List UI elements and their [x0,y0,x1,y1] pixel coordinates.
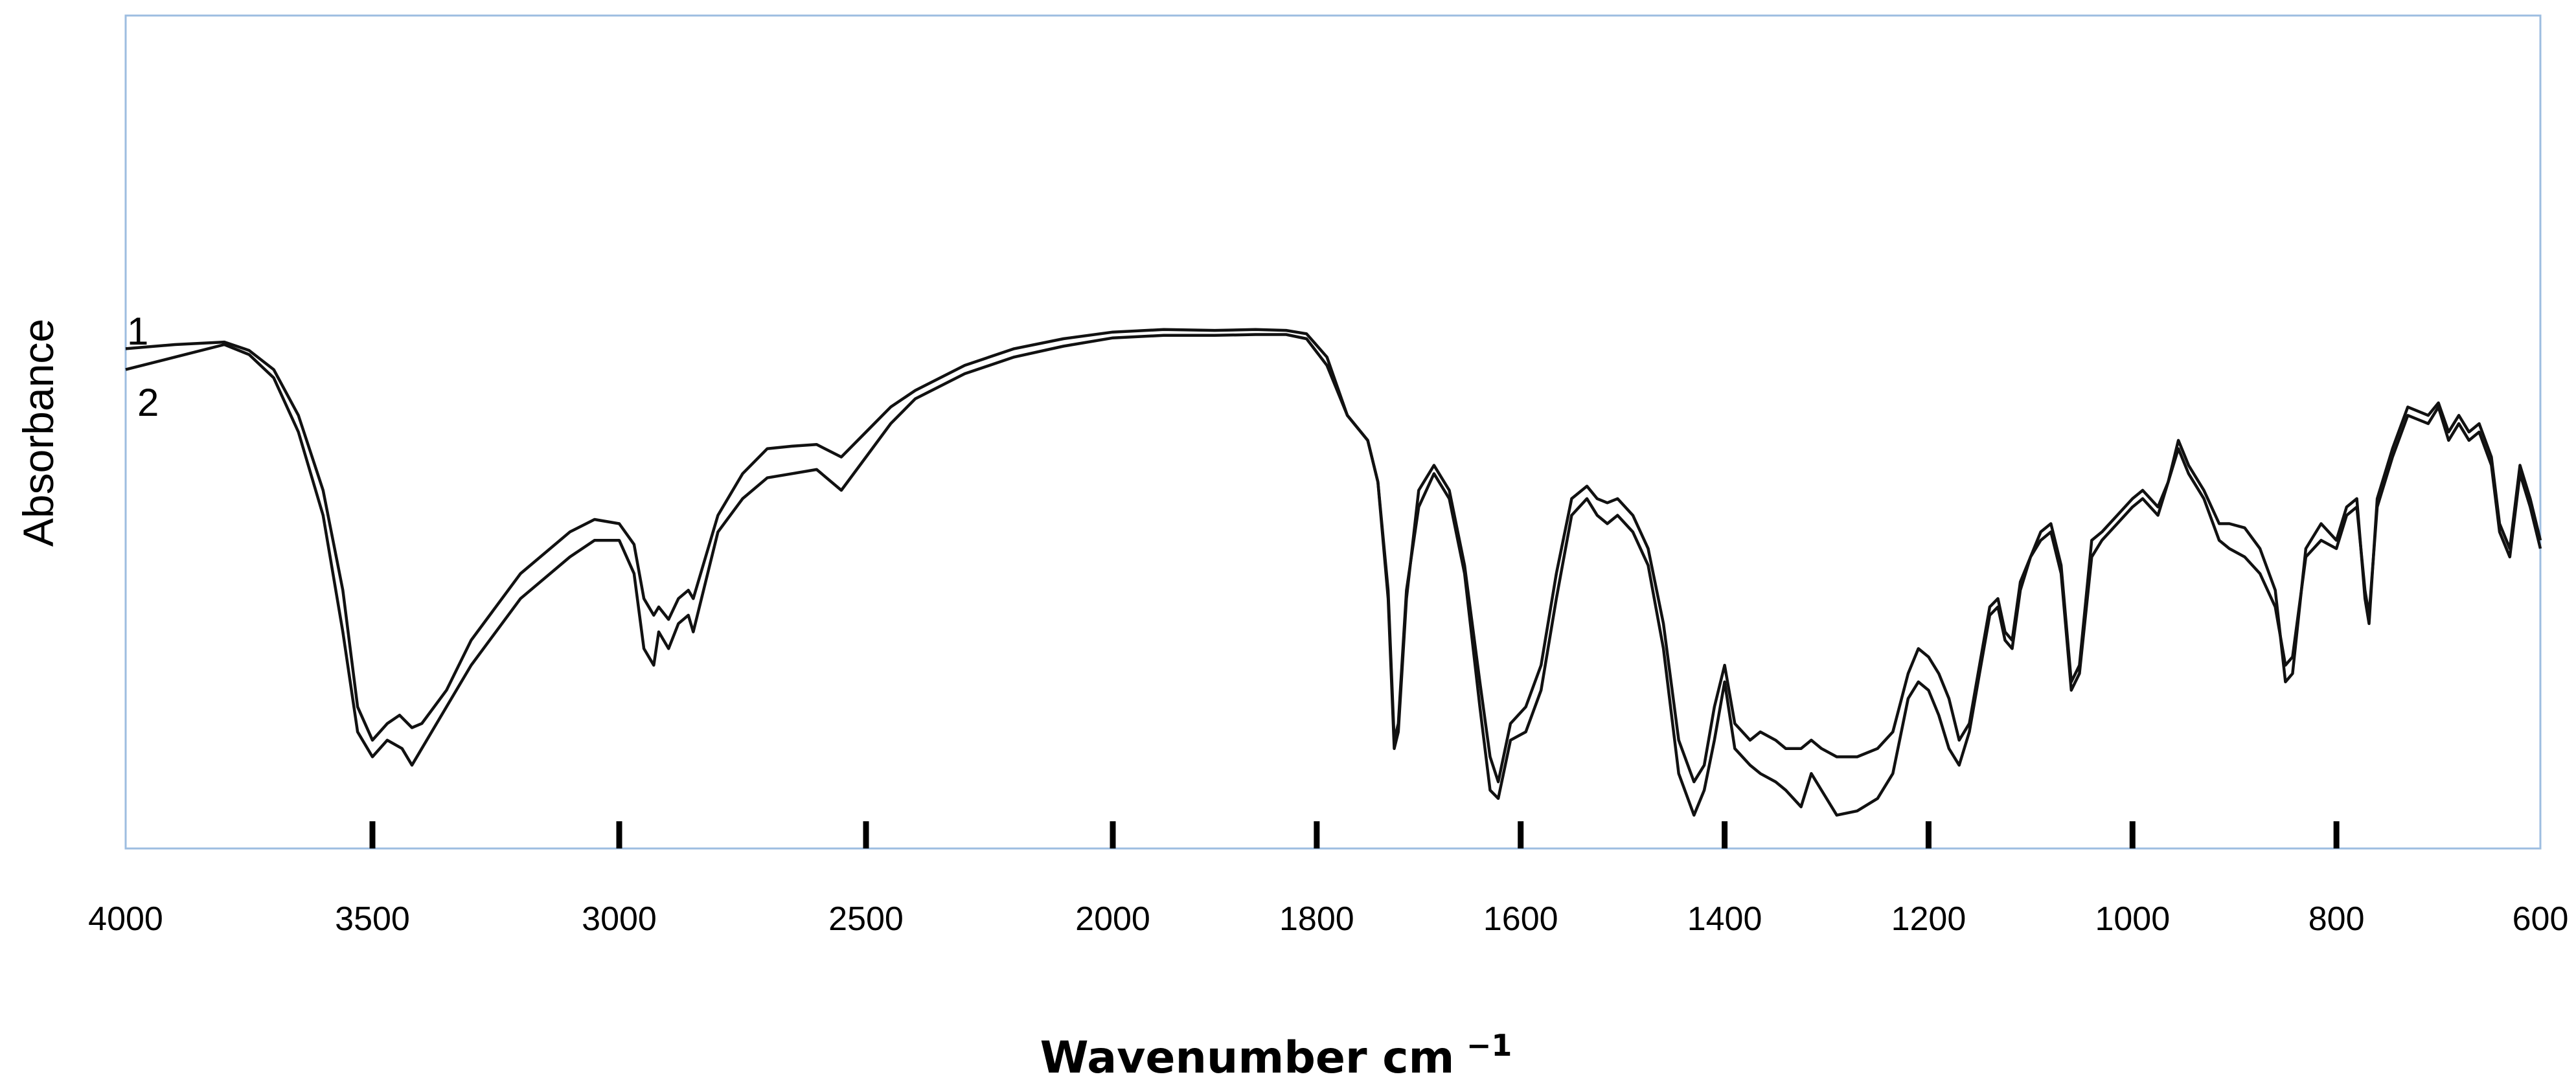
x-tick-label: 800 [2308,900,2365,938]
x-tick-label: 3500 [335,900,410,938]
x-axis-title-text: Wavenumber cm [1040,1032,1455,1084]
x-tick-label: 2500 [828,900,904,938]
y-axis-title: Absorbance [14,319,62,547]
x-tick-label: 1400 [1687,900,1762,938]
x-tick-label: 1000 [2095,900,2170,938]
x-tick-label: 2000 [1075,900,1150,938]
x-axis-title-superscript: −1 [1466,1028,1512,1063]
plot-frame [124,14,2542,850]
x-axis-title: Wavenumber cm −1 [1040,1028,1512,1084]
series-line-1 [125,328,2542,784]
x-tick-label: 1200 [1891,900,1966,938]
spectrum-series [125,328,2542,817]
curve-label-1: 1 [127,310,148,353]
x-tick-label: 3000 [582,900,657,938]
x-tick-label: 600 [2513,900,2569,938]
curve-label-2: 2 [137,381,159,424]
x-axis-ticks: 4000 3500 3000 2500 2000 1800 1600 1400 1200 1000… [88,821,2568,938]
x-tick-label: 1600 [1483,900,1558,938]
x-tick-label: 4000 [88,900,163,938]
x-tick-label: 1800 [1279,900,1354,938]
series-line-2 [125,333,2542,817]
